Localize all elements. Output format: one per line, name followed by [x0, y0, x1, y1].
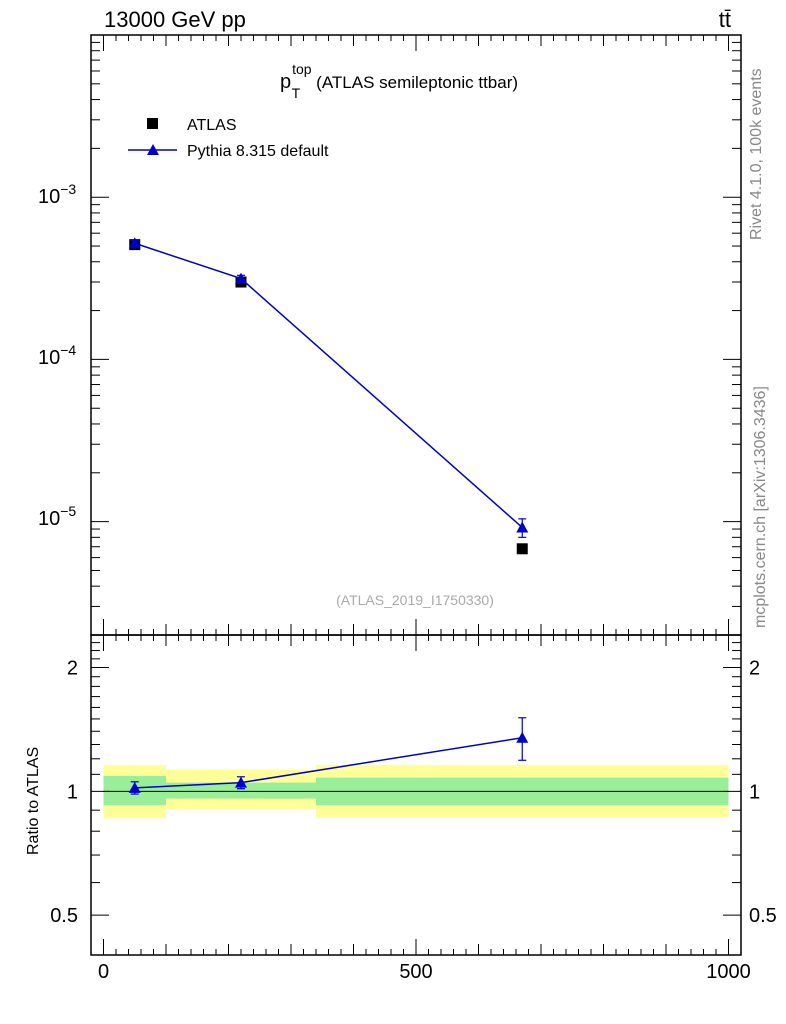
ratio-y-tick-label-left: 2 — [67, 658, 78, 680]
title-sup: top — [292, 61, 312, 77]
rivet-label: Rivet 4.1.0, 100k events — [748, 68, 765, 240]
main-y-tick-label-1e-5: 10−5 — [38, 503, 76, 530]
x-tick-label: 500 — [399, 961, 432, 983]
mcplots-label: mcplots.cern.ch [arXiv:1306.3436] — [752, 386, 769, 628]
pythia-data-point — [516, 521, 529, 533]
ratio-pythia-point — [235, 776, 247, 788]
main-y-tick-label-1e-4: 10−4 — [38, 342, 76, 369]
ratio-pythia-point — [128, 781, 141, 793]
ratio-y-ticks — [91, 642, 741, 956]
ratio-inner-band — [166, 782, 316, 799]
ratio-y-tick-label-right: 2 — [749, 658, 760, 680]
x-tick-label: 0 — [98, 961, 109, 983]
legend-pythia-marker — [147, 144, 159, 155]
x-tick-label: 1000 — [706, 961, 751, 983]
ratio-y-axis-label: Ratio to ATLAS — [25, 747, 42, 855]
title-rest: (ATLAS semileptonic ttbar) — [316, 73, 518, 92]
process-label: tt̄ — [719, 7, 731, 32]
x-tick-labels: 0 500 1000 — [98, 961, 751, 983]
ratio-y-tick-labels: 0.5 0.5 1 1 2 2 — [50, 658, 777, 928]
ratio-panel: 0.5 0.5 1 1 2 2 Ratio to ATLAS 0 500 1000 — [25, 634, 777, 983]
ratio-y-tick-label-right: 1 — [749, 781, 760, 803]
title-main: p — [280, 71, 291, 93]
ratio-x-ticks — [103, 635, 729, 955]
pythia-data-point — [128, 237, 141, 249]
main-x-ticks — [103, 35, 729, 635]
pythia-data-point — [235, 272, 247, 284]
ratio-pythia-point — [516, 731, 529, 743]
main-data — [128, 237, 529, 555]
analysis-label: (ATLAS_2019_I1750330) — [336, 592, 494, 608]
main-y-tick-label-1e-3: 10−3 — [38, 181, 76, 208]
legend-pythia-label: Pythia 8.315 default — [187, 143, 329, 160]
title-sub: T — [292, 85, 301, 101]
legend: ATLAS Pythia 8.315 default — [128, 117, 329, 160]
pythia-line — [134, 242, 523, 529]
ratio-y-tick-label-left: 0.5 — [50, 905, 78, 927]
chart-title: ptop T (ATLAS semileptonic ttbar) — [280, 61, 518, 101]
main-panel: 10−3 10−4 10−5 ptop T (ATLAS semileptonic … — [38, 34, 742, 636]
atlas-data-point — [516, 543, 528, 555]
ratio-y-tick-label-left: 1 — [67, 781, 78, 803]
ratio-y-tick-label-right: 0.5 — [749, 905, 777, 927]
main-y-tick-labels: 10−3 10−4 10−5 — [38, 181, 76, 530]
main-y-ticks — [91, 34, 741, 636]
ratio-data — [128, 717, 529, 795]
legend-atlas-marker — [147, 118, 158, 129]
legend-atlas-label: ATLAS — [187, 117, 237, 134]
energy-label: 13000 GeV pp — [104, 7, 246, 32]
